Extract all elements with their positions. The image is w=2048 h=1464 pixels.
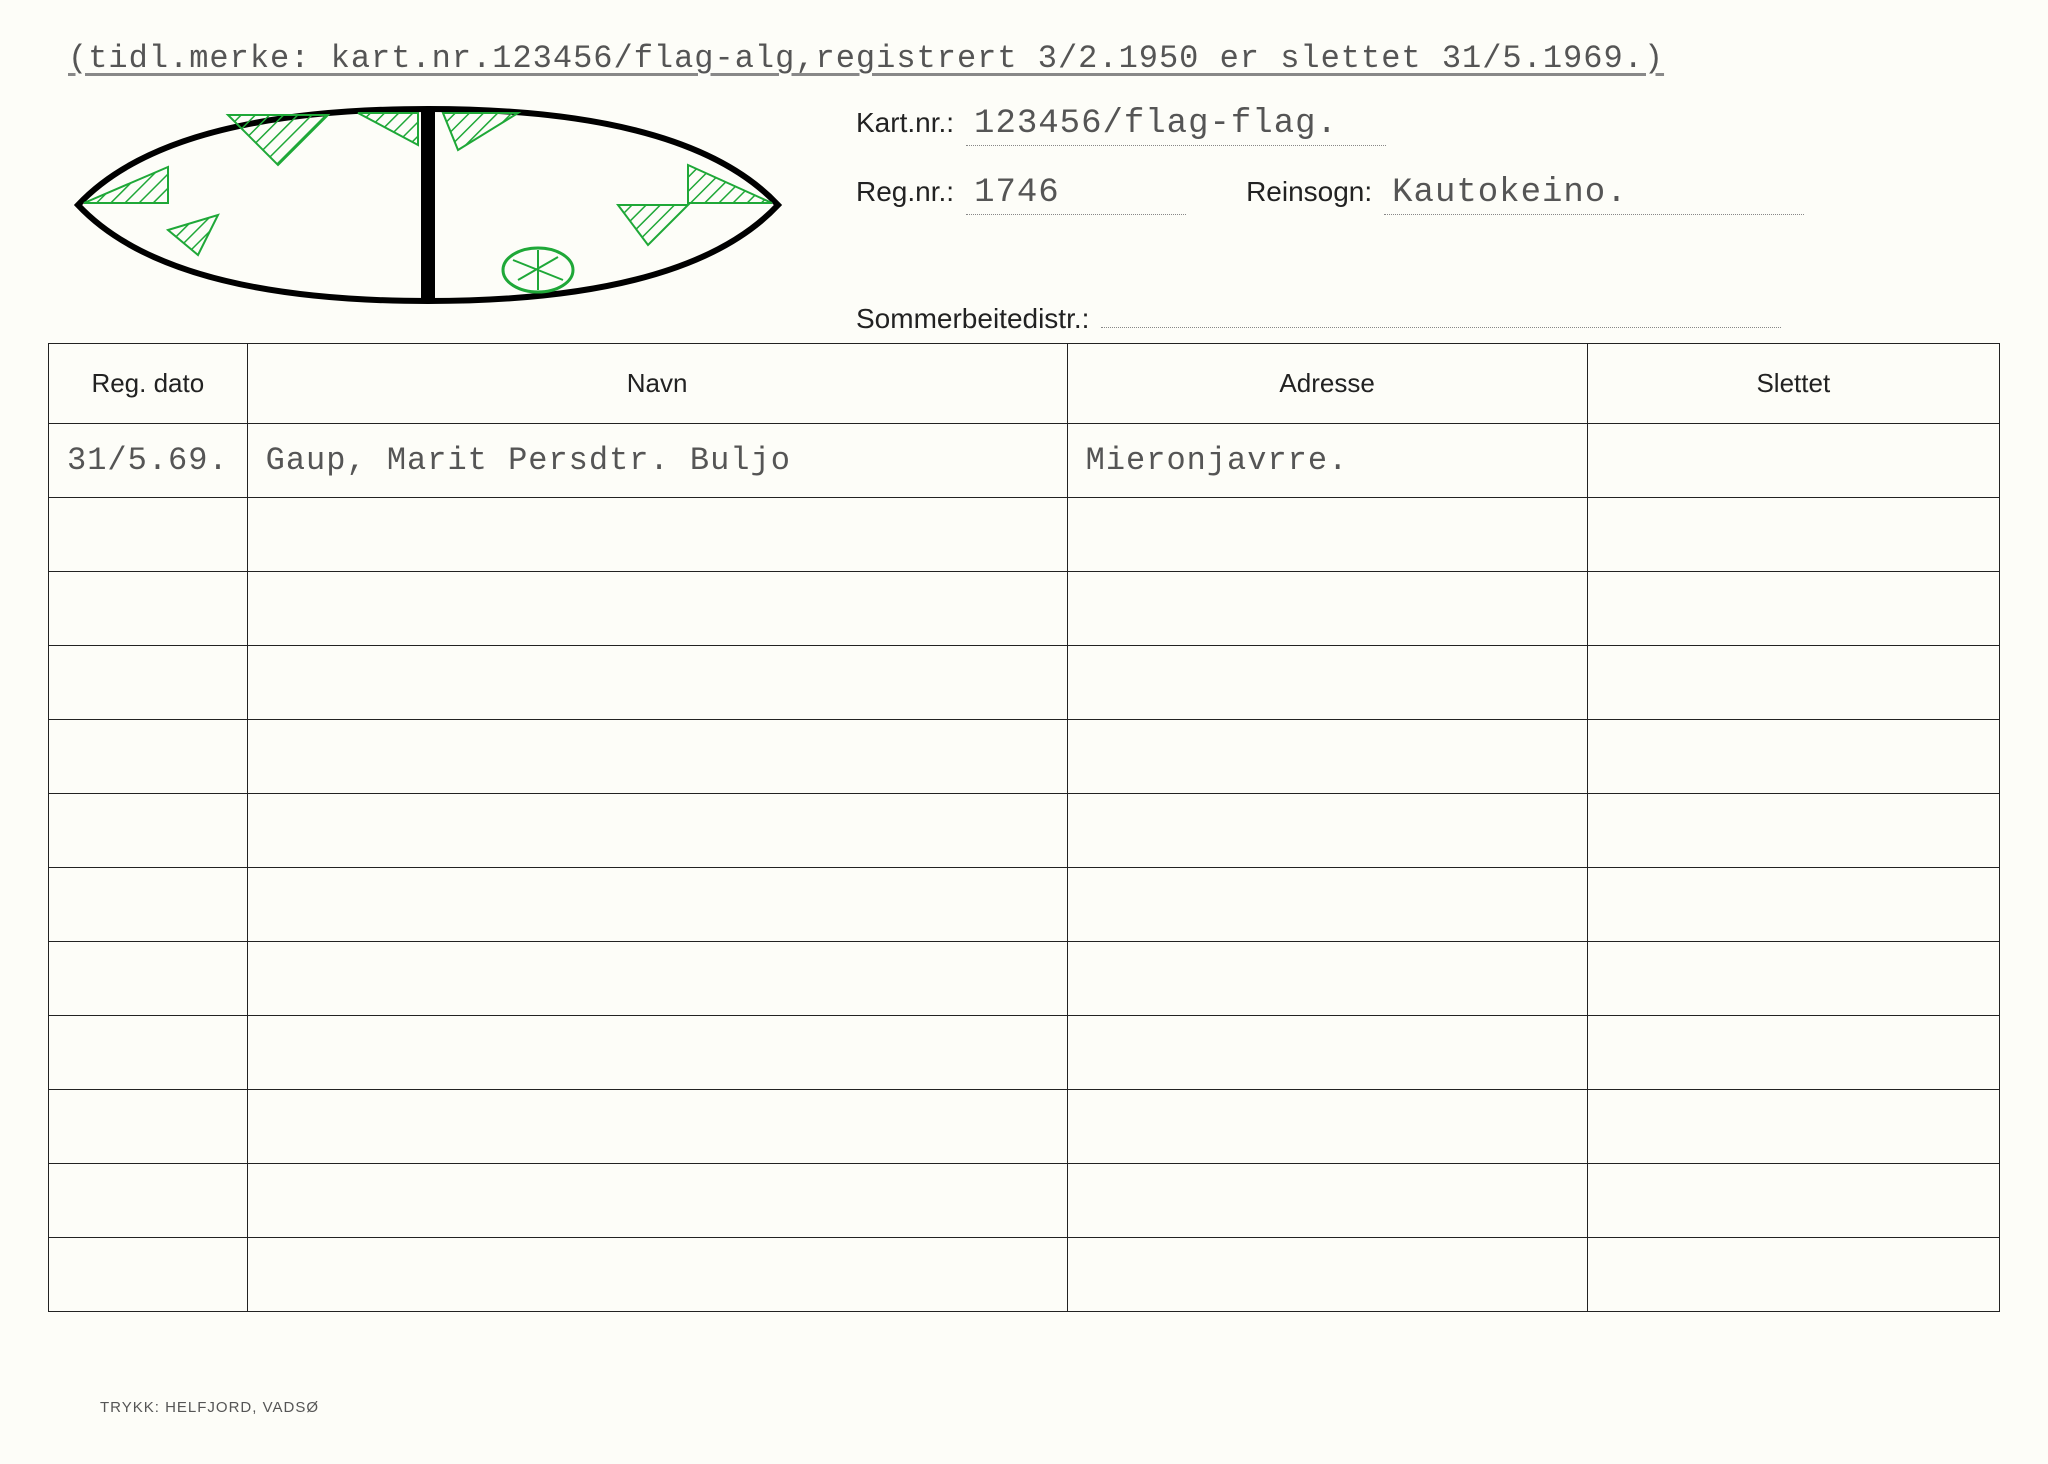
cell-slettet <box>1587 646 1999 720</box>
sommerbeite-line: Sommerbeitedistr.: <box>856 303 2000 335</box>
cell-navn <box>247 498 1067 572</box>
reinsogn-value: Kautokeino. <box>1384 174 1804 215</box>
register-table: Reg. dato Navn Adresse Slettet 31/5.69.G… <box>48 343 2000 1312</box>
cell-adresse <box>1067 1016 1587 1090</box>
table-row <box>49 942 2000 1016</box>
cell-dato: 31/5.69. <box>49 424 248 498</box>
table-row <box>49 720 2000 794</box>
table-row <box>49 868 2000 942</box>
kartnr-line: Kart.nr.: 123456/flag-flag. <box>856 105 2000 146</box>
cell-adresse <box>1067 794 1587 868</box>
header-row: Kart.nr.: 123456/flag-flag. Reg.nr.: 174… <box>48 95 2000 315</box>
cell-adresse <box>1067 646 1587 720</box>
kartnr-value: 123456/flag-flag. <box>966 105 1386 146</box>
cell-adresse <box>1067 1164 1587 1238</box>
table-row <box>49 498 2000 572</box>
col-header-slettet: Slettet <box>1587 344 1999 424</box>
cell-navn: Gaup, Marit Persdtr. Buljo <box>247 424 1067 498</box>
cell-dato <box>49 1164 248 1238</box>
cell-navn <box>247 794 1067 868</box>
cell-slettet <box>1587 1016 1999 1090</box>
cell-dato <box>49 1238 248 1312</box>
cell-slettet <box>1587 794 1999 868</box>
cell-navn <box>247 572 1067 646</box>
cell-slettet <box>1587 1238 1999 1312</box>
regnr-reinsogn-line: Reg.nr.: 1746 Reinsogn: Kautokeino. <box>856 174 2000 215</box>
cell-slettet <box>1587 1164 1999 1238</box>
cell-dato <box>49 868 248 942</box>
cell-slettet <box>1587 868 1999 942</box>
cell-navn <box>247 868 1067 942</box>
sommerbeite-value <box>1101 325 1781 328</box>
cell-navn <box>247 1016 1067 1090</box>
cell-slettet <box>1587 572 1999 646</box>
cell-slettet <box>1587 942 1999 1016</box>
cell-adresse <box>1067 868 1587 942</box>
earmark-diagram <box>48 95 808 315</box>
header-fields: Kart.nr.: 123456/flag-flag. Reg.nr.: 174… <box>856 95 2000 243</box>
reinsogn-label: Reinsogn: <box>1246 176 1372 208</box>
cell-adresse <box>1067 720 1587 794</box>
cell-adresse <box>1067 572 1587 646</box>
cell-navn <box>247 1164 1067 1238</box>
cell-adresse <box>1067 1238 1587 1312</box>
cell-dato <box>49 498 248 572</box>
regnr-value: 1746 <box>966 174 1186 215</box>
cell-dato <box>49 720 248 794</box>
col-header-dato: Reg. dato <box>49 344 248 424</box>
regnr-label: Reg.nr.: <box>856 176 954 208</box>
cell-slettet <box>1587 720 1999 794</box>
previous-mark-note: (tidl.merke: kart.nr.123456/flag-alg,reg… <box>48 40 2000 77</box>
cell-dato <box>49 1016 248 1090</box>
col-header-adresse: Adresse <box>1067 344 1587 424</box>
cell-navn <box>247 646 1067 720</box>
cell-dato <box>49 572 248 646</box>
cell-navn <box>247 1090 1067 1164</box>
sommerbeite-label: Sommerbeitedistr.: <box>856 303 1089 335</box>
cell-navn <box>247 1238 1067 1312</box>
table-row <box>49 1164 2000 1238</box>
table-header-row: Reg. dato Navn Adresse Slettet <box>49 344 2000 424</box>
cell-navn <box>247 720 1067 794</box>
table-row <box>49 1238 2000 1312</box>
table-row: 31/5.69.Gaup, Marit Persdtr. BuljoMieron… <box>49 424 2000 498</box>
cell-dato <box>49 942 248 1016</box>
cell-dato <box>49 646 248 720</box>
print-credit: TRYKK: HELFJORD, VADSØ <box>100 1399 319 1416</box>
cell-adresse <box>1067 498 1587 572</box>
cell-slettet <box>1587 498 1999 572</box>
cell-slettet <box>1587 424 1999 498</box>
cell-slettet <box>1587 1090 1999 1164</box>
cell-adresse: Mieronjavrre. <box>1067 424 1587 498</box>
cell-dato <box>49 794 248 868</box>
table-row <box>49 1016 2000 1090</box>
cell-navn <box>247 942 1067 1016</box>
cell-adresse <box>1067 942 1587 1016</box>
cell-dato <box>49 1090 248 1164</box>
col-header-navn: Navn <box>247 344 1067 424</box>
table-row <box>49 572 2000 646</box>
table-row <box>49 794 2000 868</box>
cell-adresse <box>1067 1090 1587 1164</box>
table-row <box>49 1090 2000 1164</box>
registration-card: (tidl.merke: kart.nr.123456/flag-alg,reg… <box>48 40 2000 1424</box>
table-row <box>49 646 2000 720</box>
kartnr-label: Kart.nr.: <box>856 107 954 139</box>
